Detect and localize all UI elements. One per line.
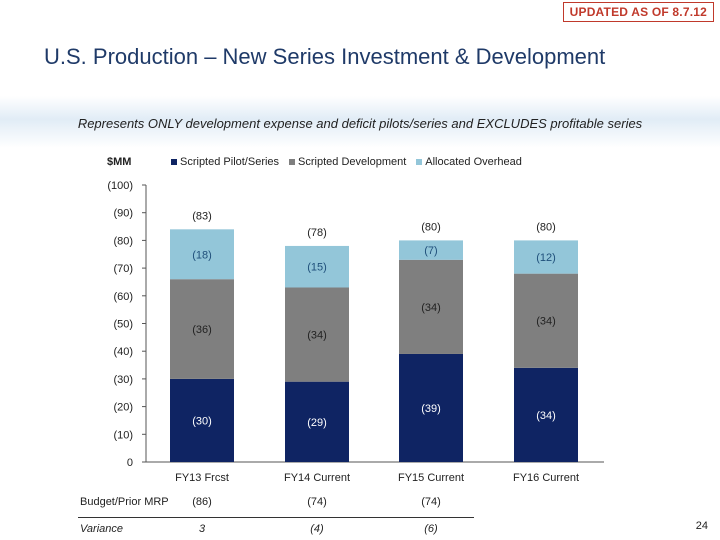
bar-segment bbox=[514, 273, 578, 368]
y-tick-label: (100) bbox=[107, 180, 133, 192]
page-number: 24 bbox=[695, 520, 708, 532]
bar-segment bbox=[514, 367, 578, 462]
bar-segment bbox=[399, 353, 463, 462]
x-tick-label: FY15 Current bbox=[398, 472, 464, 484]
bar-total-label: (78) bbox=[307, 227, 327, 239]
table-cell: 3 bbox=[198, 523, 206, 535]
table-row-label: Budget/Prior MRP bbox=[80, 496, 169, 508]
bar-segment bbox=[170, 229, 234, 280]
bar-value-label: (34) bbox=[307, 330, 327, 342]
legend-swatch bbox=[171, 159, 177, 165]
table-cell: (86) bbox=[192, 496, 212, 508]
table-row-label: Variance bbox=[80, 523, 124, 535]
bar-value-label: (30) bbox=[192, 415, 212, 427]
y-tick-label: (10) bbox=[113, 429, 133, 441]
bar-value-label: (7) bbox=[424, 245, 437, 257]
y-tick-label: (80) bbox=[113, 235, 133, 247]
y-tick-label: (90) bbox=[113, 208, 133, 220]
bar-segment bbox=[285, 287, 349, 382]
legend-swatch bbox=[289, 159, 296, 165]
subtitle-band bbox=[0, 96, 720, 148]
bar-segment bbox=[514, 240, 578, 274]
unit-label: $MM bbox=[107, 156, 132, 168]
bar-value-label: (15) bbox=[307, 262, 327, 274]
bar-value-label: (29) bbox=[307, 417, 327, 429]
y-tick-label: (70) bbox=[113, 263, 133, 275]
bar-segment bbox=[285, 245, 349, 288]
legend-label: Allocated Overhead bbox=[425, 156, 522, 168]
y-tick-label: (40) bbox=[113, 346, 133, 358]
bar-segment bbox=[399, 259, 463, 354]
page-subtitle: Represents ONLY development expense and … bbox=[77, 116, 643, 131]
y-tick-label: 0 bbox=[127, 457, 133, 469]
bar-value-label: (39) bbox=[421, 403, 441, 415]
legend-label: Scripted Pilot/Series bbox=[180, 156, 280, 168]
x-tick-label: FY13 Frcst bbox=[175, 472, 229, 484]
y-tick-label: (50) bbox=[113, 319, 133, 331]
bar-value-label: (34) bbox=[536, 316, 556, 328]
legend-item: Scripted Development bbox=[289, 156, 406, 168]
y-tick-label: (30) bbox=[113, 374, 133, 386]
legend-item: Allocated Overhead bbox=[416, 156, 522, 168]
chart-legend: Scripted Pilot/Series Scripted Developmen… bbox=[171, 156, 522, 168]
bar-segment bbox=[399, 240, 463, 260]
bar-segment bbox=[170, 378, 234, 462]
bar-value-label: (18) bbox=[192, 249, 212, 261]
page-title: U.S. Production – New Series Investment … bbox=[44, 44, 606, 69]
updated-stamp: UPDATED AS OF 8.7.12 bbox=[562, 2, 714, 22]
y-tick-label: (60) bbox=[113, 291, 133, 303]
bar-value-label: (12) bbox=[536, 252, 556, 264]
bar-total-label: (80) bbox=[536, 221, 556, 233]
table-cell: (6) bbox=[424, 523, 438, 535]
table-cell: (4) bbox=[310, 523, 324, 535]
table-cell: (74) bbox=[421, 496, 441, 508]
y-tick-label: (20) bbox=[113, 402, 133, 414]
bar-value-label: (34) bbox=[536, 410, 556, 422]
x-tick-label: FY16 Current bbox=[513, 472, 579, 484]
x-tick-label: FY14 Current bbox=[284, 472, 350, 484]
bar-value-label: (34) bbox=[421, 302, 441, 314]
bar-segment bbox=[285, 381, 349, 462]
legend-item: Scripted Pilot/Series bbox=[171, 156, 279, 168]
bar-segment bbox=[170, 279, 234, 379]
table-divider bbox=[78, 517, 474, 518]
legend-label: Scripted Development bbox=[298, 156, 407, 168]
bar-value-label: (36) bbox=[192, 324, 212, 336]
bar-total-label: (83) bbox=[192, 210, 212, 222]
bar-total-label: (80) bbox=[421, 221, 441, 233]
table-cell: (74) bbox=[307, 496, 327, 508]
legend-swatch bbox=[416, 159, 423, 165]
